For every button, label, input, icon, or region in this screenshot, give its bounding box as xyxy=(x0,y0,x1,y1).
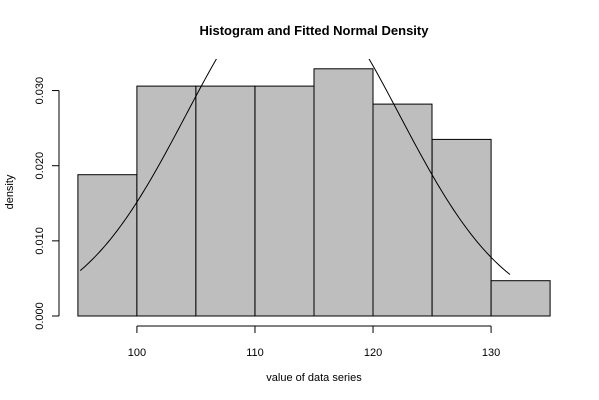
y-tick-label-0: 0.000 xyxy=(34,302,46,330)
histogram-bar-5 xyxy=(372,103,433,317)
x-tick-label-1: 110 xyxy=(246,347,264,359)
y-axis: 0.000 0.010 0.020 0.030 xyxy=(34,77,60,330)
histogram-bar-7 xyxy=(490,280,551,317)
histogram-bar-2 xyxy=(195,85,256,317)
x-tick-label-3: 130 xyxy=(482,347,500,359)
x-tick-label-2: 120 xyxy=(364,347,382,359)
histogram-bar-1 xyxy=(136,85,197,317)
y-tick-label-1: 0.010 xyxy=(34,227,46,255)
x-tick-label-0: 100 xyxy=(128,347,146,359)
x-axis-label: value of data series xyxy=(266,372,362,384)
y-tick-label-3: 0.030 xyxy=(34,77,46,105)
y-tick-label-2: 0.020 xyxy=(34,152,46,180)
chart-title: Histogram and Fitted Normal Density xyxy=(200,23,430,38)
y-axis-label: density xyxy=(4,174,16,209)
bars-group xyxy=(77,68,551,317)
x-axis: 100 110 120 130 xyxy=(128,325,500,359)
histogram-bar-0 xyxy=(77,174,138,317)
fitted-normal-curve xyxy=(79,59,511,275)
histogram-bar-4 xyxy=(313,68,374,317)
histogram-bar-6 xyxy=(431,138,492,317)
histogram-bar-3 xyxy=(254,85,315,317)
